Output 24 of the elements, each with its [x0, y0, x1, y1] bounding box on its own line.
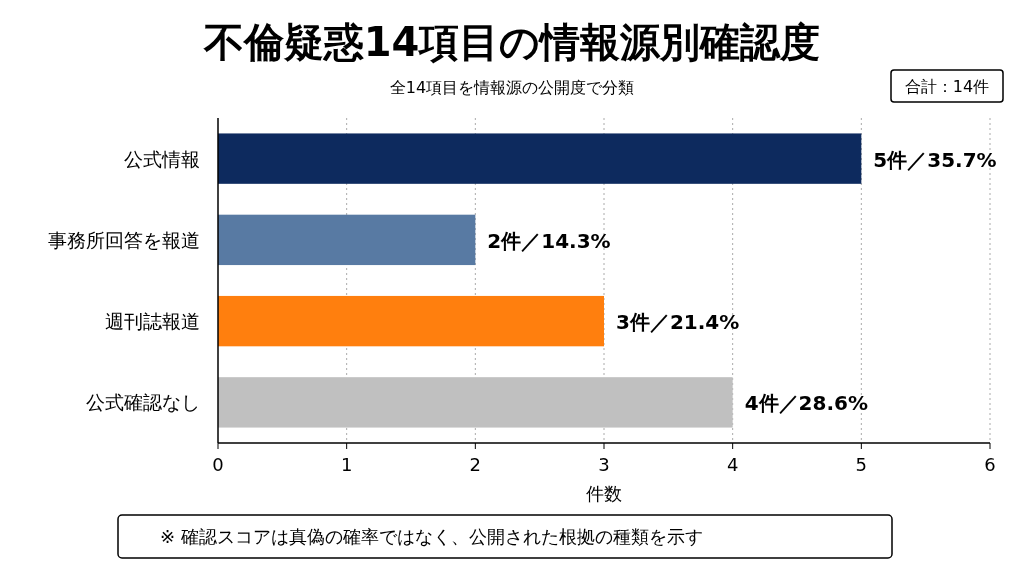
data-label: 2件／14.3% — [487, 228, 611, 253]
y-tick-label: 週刊誌報道 — [105, 310, 200, 333]
x-tick-label: 0 — [212, 454, 224, 475]
data-label: 4件／28.6% — [744, 391, 868, 416]
text: ※ 確認スコアは真偽の確率ではなく、公開された根拠の種類を示す — [160, 526, 703, 547]
x-tick-label: 1 — [340, 454, 353, 475]
chart-title: 不倫疑惑14項目の情報源別確認度 — [202, 19, 821, 65]
bar — [218, 133, 862, 184]
y-tick-label: 公式確認なし — [86, 391, 200, 414]
y-tick-label: 公式情報 — [124, 147, 200, 170]
bar — [218, 214, 476, 266]
bar — [218, 295, 604, 347]
x-tick-label: 2 — [469, 454, 482, 475]
x-tick-label: 6 — [984, 454, 996, 475]
x-axis-title: 件数 — [586, 483, 622, 504]
x-tick-label: 4 — [726, 454, 739, 475]
chart-subtitle: 全14項目を情報源の公開度で分類 — [389, 78, 635, 97]
x-tick-label: 5 — [855, 454, 868, 475]
y-tick-label: 事務所回答を報道 — [48, 228, 200, 251]
data-label: 5件／35.7% — [873, 147, 997, 172]
data-label: 3件／21.4% — [616, 310, 740, 335]
x-tick-label: 3 — [598, 454, 610, 475]
text: 合計：14件 — [904, 77, 990, 96]
bar — [218, 377, 733, 428]
